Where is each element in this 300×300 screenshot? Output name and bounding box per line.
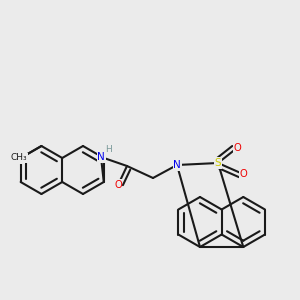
- Text: O: O: [114, 180, 122, 190]
- Text: CH₃: CH₃: [10, 154, 27, 163]
- Text: N: N: [173, 160, 181, 170]
- Text: N: N: [97, 152, 105, 162]
- Text: H: H: [106, 146, 112, 154]
- Text: O: O: [239, 169, 247, 179]
- Text: O: O: [233, 143, 241, 153]
- Text: S: S: [215, 158, 221, 168]
- Text: N: N: [17, 153, 25, 163]
